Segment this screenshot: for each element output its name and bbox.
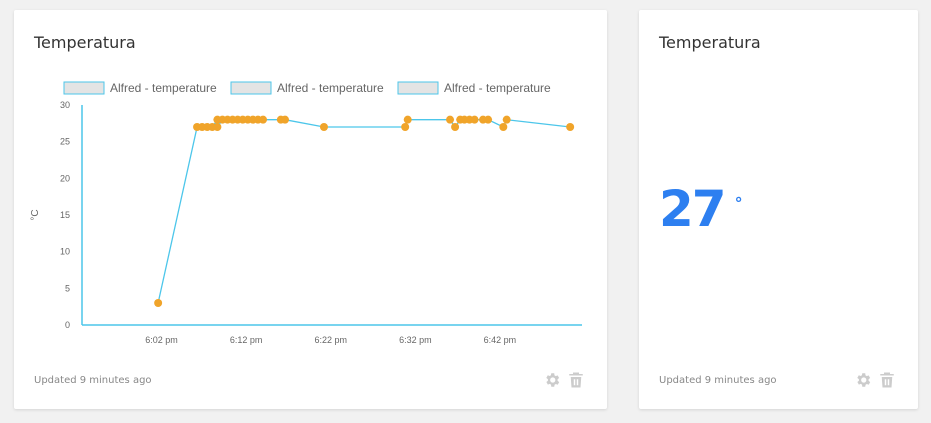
card-title: Temperatura xyxy=(659,33,761,52)
y-axis-label: °C xyxy=(30,209,41,220)
x-tick-label: 6:12 pm xyxy=(230,335,263,345)
series-line xyxy=(157,117,571,304)
y-tick-label: 30 xyxy=(60,100,70,110)
card-actions xyxy=(854,371,896,389)
legend-label: Alfred - temperature xyxy=(110,81,217,95)
data-point xyxy=(154,299,163,307)
data-point xyxy=(213,123,222,131)
y-tick-label: 15 xyxy=(60,210,70,220)
data-point xyxy=(446,115,455,124)
value-widget-card: Temperatura 27 ° Updated 9 minutes ago xyxy=(639,10,918,409)
legend-label: Alfred - temperature xyxy=(444,81,551,95)
trash-icon[interactable] xyxy=(878,371,896,389)
legend-swatch xyxy=(397,81,439,95)
x-tick-label: 6:42 pm xyxy=(484,335,517,345)
x-tick-label: 6:22 pm xyxy=(314,335,347,345)
y-tick-label: 20 xyxy=(60,173,70,183)
data-point xyxy=(470,115,479,124)
y-tick-label: 10 xyxy=(60,247,70,257)
data-point xyxy=(499,123,508,131)
y-tick-label: 5 xyxy=(65,283,70,293)
data-point xyxy=(281,115,290,124)
data-point xyxy=(259,115,268,124)
updated-timestamp: Updated 9 minutes ago xyxy=(34,375,152,386)
y-tick-label: 25 xyxy=(60,137,70,147)
gear-icon[interactable] xyxy=(543,371,561,389)
card-actions xyxy=(543,371,585,389)
data-point xyxy=(319,123,328,131)
temperature-unit: ° xyxy=(734,194,743,213)
temperature-line-chart: Alfred - temperature Alfred - temperature… xyxy=(30,81,582,345)
data-point xyxy=(502,115,511,124)
x-tick-label: 6:02 pm xyxy=(145,335,178,345)
trash-icon[interactable] xyxy=(567,371,585,389)
data-point xyxy=(484,115,493,124)
legend-swatch xyxy=(63,81,105,95)
legend-swatch xyxy=(230,81,272,95)
value-display: 27 ° xyxy=(659,180,743,238)
data-point xyxy=(566,123,575,131)
temperature-value: 27 xyxy=(659,180,727,238)
updated-timestamp: Updated 9 minutes ago xyxy=(659,375,777,386)
legend-label: Alfred - temperature xyxy=(277,81,384,95)
card-title: Temperatura xyxy=(34,33,136,52)
chart-widget-card: Temperatura Alfred - temperature Alfred -… xyxy=(14,10,607,409)
gear-icon[interactable] xyxy=(854,371,872,389)
data-point xyxy=(401,123,410,131)
data-point xyxy=(403,115,412,124)
x-tick-label: 6:32 pm xyxy=(399,335,432,345)
y-tick-label: 0 xyxy=(65,320,70,330)
data-point xyxy=(451,123,460,131)
